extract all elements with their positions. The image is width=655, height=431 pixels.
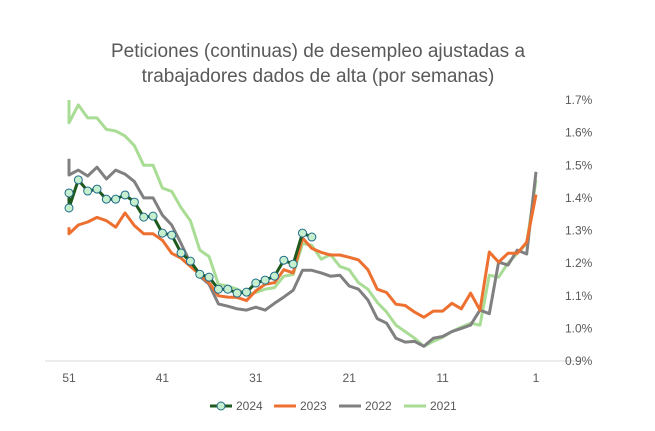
series-line-2023 (67, 194, 538, 319)
legend-item-2023: 2023 (274, 399, 327, 413)
data-point-2024 (92, 184, 102, 194)
data-point-2024 (167, 230, 177, 240)
data-point-2024 (288, 259, 298, 269)
data-point-2024 (120, 190, 130, 200)
series-line-2021 (67, 100, 538, 348)
data-point-2024 (185, 256, 195, 266)
legend-item-2022: 2022 (339, 399, 392, 413)
legend-label: 2022 (365, 399, 392, 413)
y-tick-label: 1.0% (565, 321, 593, 335)
data-point-2024 (129, 197, 139, 207)
data-point-2024 (111, 194, 121, 204)
data-point-2024 (298, 228, 307, 238)
data-point-2024 (73, 175, 83, 185)
x-tick-label: 11 (436, 371, 449, 385)
legend-item-2021: 2021 (404, 399, 457, 413)
y-tick-label: 1.7% (565, 93, 593, 107)
y-tick-label: 1.2% (565, 256, 593, 270)
data-point-2024 (223, 284, 233, 294)
data-point-2024 (64, 188, 74, 198)
data-point-2024 (213, 284, 223, 294)
data-point-2024 (251, 278, 261, 288)
data-point-2024 (83, 186, 93, 196)
data-point-2024 (101, 194, 111, 204)
chart-title-line-2: trabajadores dados de alta (por semanas) (142, 66, 495, 87)
legend-label: 2024 (236, 399, 263, 413)
data-point-2024 (307, 232, 317, 242)
x-tick-label: 1 (533, 371, 540, 385)
data-point-2024 (64, 203, 74, 213)
data-point-2024 (269, 271, 279, 281)
data-point-2024 (139, 212, 149, 222)
data-point-2024 (176, 248, 186, 258)
y-tick-label: 0.9% (565, 354, 593, 368)
data-point-2024 (232, 288, 242, 298)
data-point-2024 (241, 287, 251, 297)
data-point-2024 (157, 228, 167, 238)
y-tick-label: 1.5% (565, 158, 593, 172)
legend-item-2024: 2024 (210, 399, 263, 413)
y-tick-label: 1.1% (565, 289, 593, 303)
x-tick-label: 41 (156, 371, 170, 385)
y-tick-label: 1.3% (565, 224, 593, 238)
legend-label: 2021 (430, 399, 457, 413)
data-point-2024 (260, 275, 270, 285)
data-point-2024 (148, 211, 158, 221)
chart-title-line-1: Peticiones (continuas) de desempleo ajus… (111, 41, 525, 62)
series-line-2022 (67, 158, 538, 348)
data-point-2024 (279, 255, 289, 265)
series-line-2024 (67, 178, 313, 295)
y-tick-label: 1.4% (565, 191, 593, 205)
legend-marker-icon (216, 401, 226, 411)
legend-label: 2023 (300, 399, 327, 413)
x-tick-label: 51 (62, 371, 76, 385)
data-point-2024 (204, 272, 214, 282)
x-tick-label: 31 (249, 371, 263, 385)
x-tick-label: 21 (343, 371, 357, 385)
y-tick-label: 1.6% (565, 126, 593, 140)
data-point-2024 (195, 269, 205, 279)
